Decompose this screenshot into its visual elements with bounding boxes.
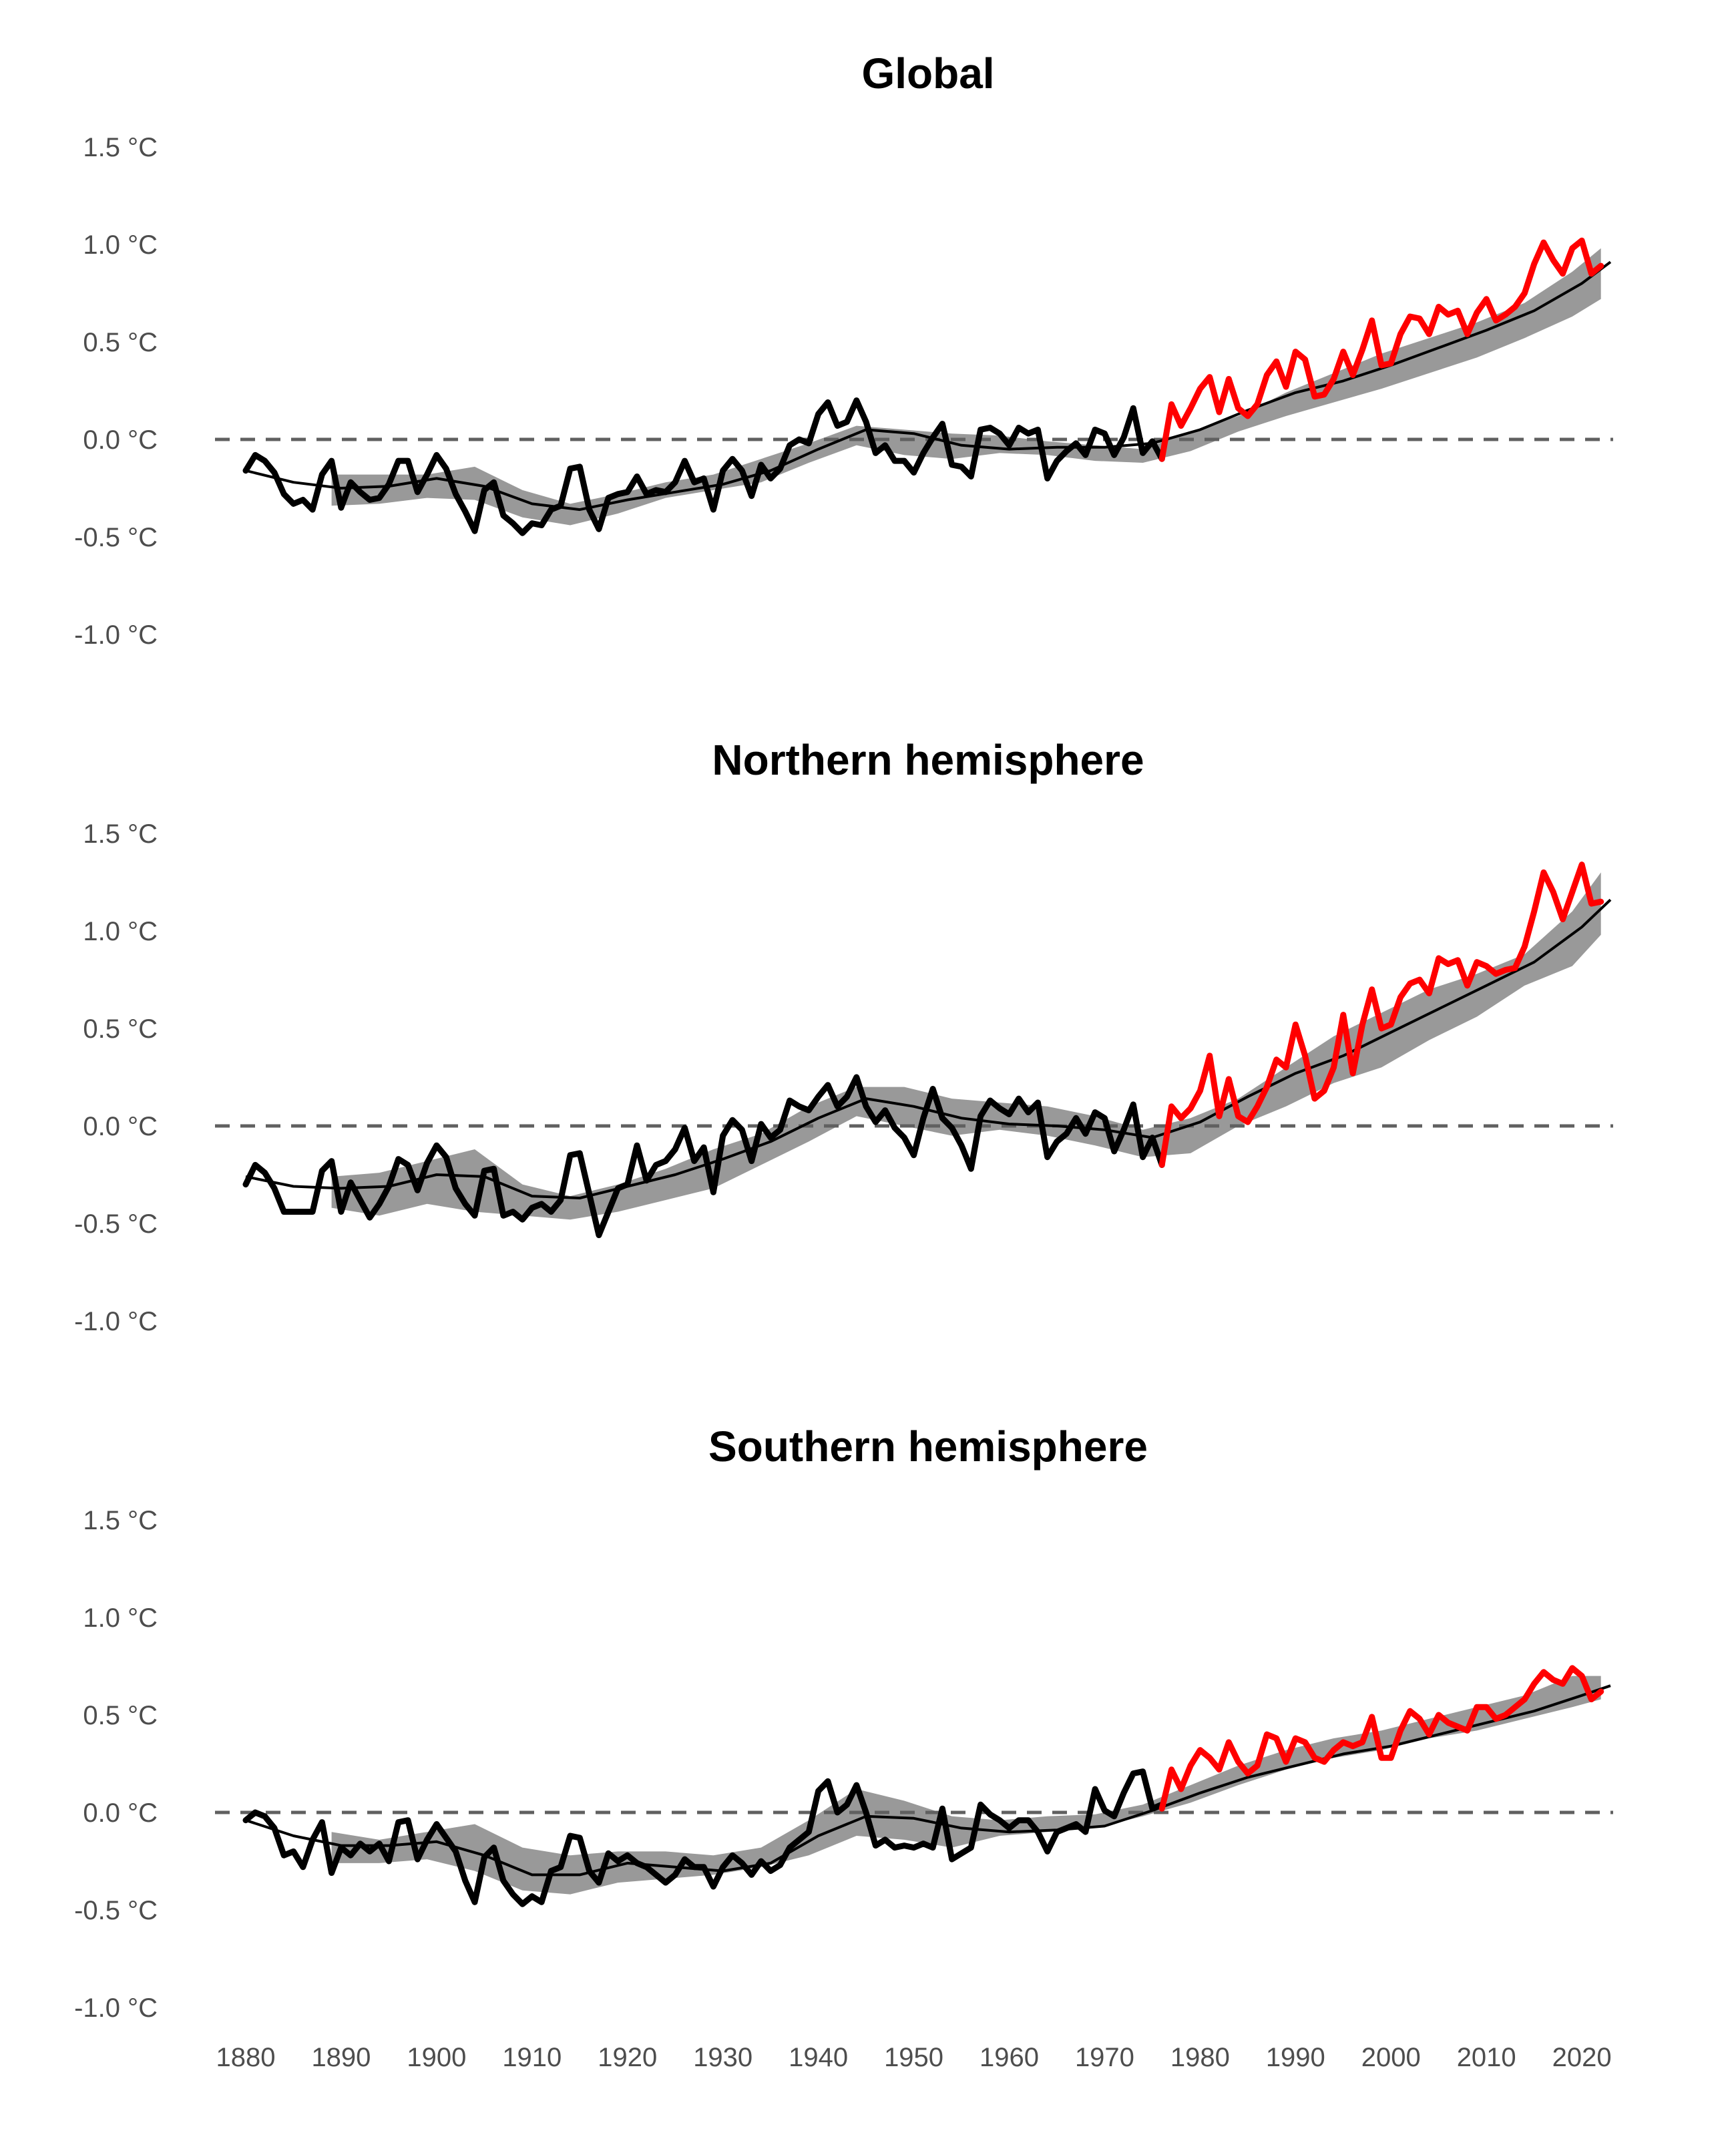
annual-anomaly-line-early (242, 1074, 1165, 1238)
panel-title: Northern hemisphere (712, 736, 1144, 784)
annual-series-layer (242, 237, 1604, 536)
y-tick-label: 1.5 °C (83, 819, 158, 849)
y-tick-label: -0.5 °C (74, 523, 158, 552)
x-tick-label: 1950 (884, 2043, 943, 2072)
y-tick-label: 1.0 °C (83, 917, 158, 946)
y-tick-label: -1.0 °C (74, 620, 158, 650)
trend-layer (245, 260, 1612, 512)
y-tick-label: 1.0 °C (83, 230, 158, 260)
y-tick-label: -1.0 °C (74, 1993, 158, 2023)
x-tick-label: 1940 (789, 2043, 848, 2072)
southern-hemisphere-panel: Southern hemisphere 1.5 °C 1.0 °C 0.5 °C 0.… (74, 1422, 1613, 2072)
panel-title: Global (861, 49, 994, 98)
annual-series-layer (242, 1665, 1604, 1907)
trend-line (245, 260, 1612, 512)
y-tick-label: 0.5 °C (83, 1014, 158, 1044)
y-tick-label: 1.5 °C (83, 1506, 158, 1535)
annual-series-layer (242, 861, 1604, 1238)
y-tick-label: -1.0 °C (74, 1307, 158, 1336)
y-tick-label: -0.5 °C (74, 1209, 158, 1239)
x-tick-label: 1990 (1266, 2043, 1325, 2072)
y-tick-label: 0.0 °C (83, 1798, 158, 1828)
x-tick-label: 1890 (311, 2043, 371, 2072)
x-tick-label: 1920 (598, 2043, 657, 2072)
x-tick-label: 1930 (693, 2043, 752, 2072)
annual-anomaly-line-early (242, 397, 1165, 536)
y-axis: 1.5 °C 1.0 °C 0.5 °C 0.0 °C -0.5 °C -1.0 °C (74, 819, 158, 1336)
y-axis: 1.5 °C 1.0 °C 0.5 °C 0.0 °C -0.5 °C -1.0 °C (74, 1506, 158, 2023)
x-tick-label: 2020 (1552, 2043, 1612, 2072)
x-tick-label: 1910 (502, 2043, 562, 2072)
x-tick-label: 1960 (980, 2043, 1039, 2072)
x-tick-label: 1970 (1075, 2043, 1134, 2072)
annual-anomaly-line-recent (1158, 1665, 1604, 1812)
x-tick-label: 1880 (216, 2043, 276, 2072)
annual-anomaly-line-recent (1158, 861, 1604, 1168)
northern-hemisphere-panel: Northern hemisphere 1.5 °C 1.0 °C 0.5 °C 0.… (74, 736, 1613, 1336)
panel-title: Southern hemisphere (708, 1422, 1148, 1471)
x-axis: 1880 1890 1900 1910 1920 1930 1940 1950 1960 1970… (216, 2043, 1612, 2072)
global-panel: Global 1.5 °C 1.0 °C 0.5 °C 0.0 °C -0.5 °C -1… (74, 49, 1613, 650)
y-tick-label: 1.5 °C (83, 133, 158, 162)
y-tick-label: 0.5 °C (83, 1701, 158, 1730)
y-tick-label: 0.5 °C (83, 328, 158, 357)
y-tick-label: -0.5 °C (74, 1896, 158, 1925)
x-tick-label: 2000 (1361, 2043, 1421, 2072)
annual-anomaly-line-early (242, 1768, 1165, 1907)
y-axis: 1.5 °C 1.0 °C 0.5 °C 0.0 °C -0.5 °C -1.0 °C (74, 133, 158, 650)
x-tick-label: 2010 (1457, 2043, 1516, 2072)
y-tick-label: 1.0 °C (83, 1603, 158, 1633)
annual-anomaly-line-recent (1158, 237, 1604, 462)
y-tick-label: 0.0 °C (83, 425, 158, 455)
x-tick-label: 1980 (1170, 2043, 1230, 2072)
x-tick-label: 1900 (407, 2043, 466, 2072)
y-tick-label: 0.0 °C (83, 1112, 158, 1141)
